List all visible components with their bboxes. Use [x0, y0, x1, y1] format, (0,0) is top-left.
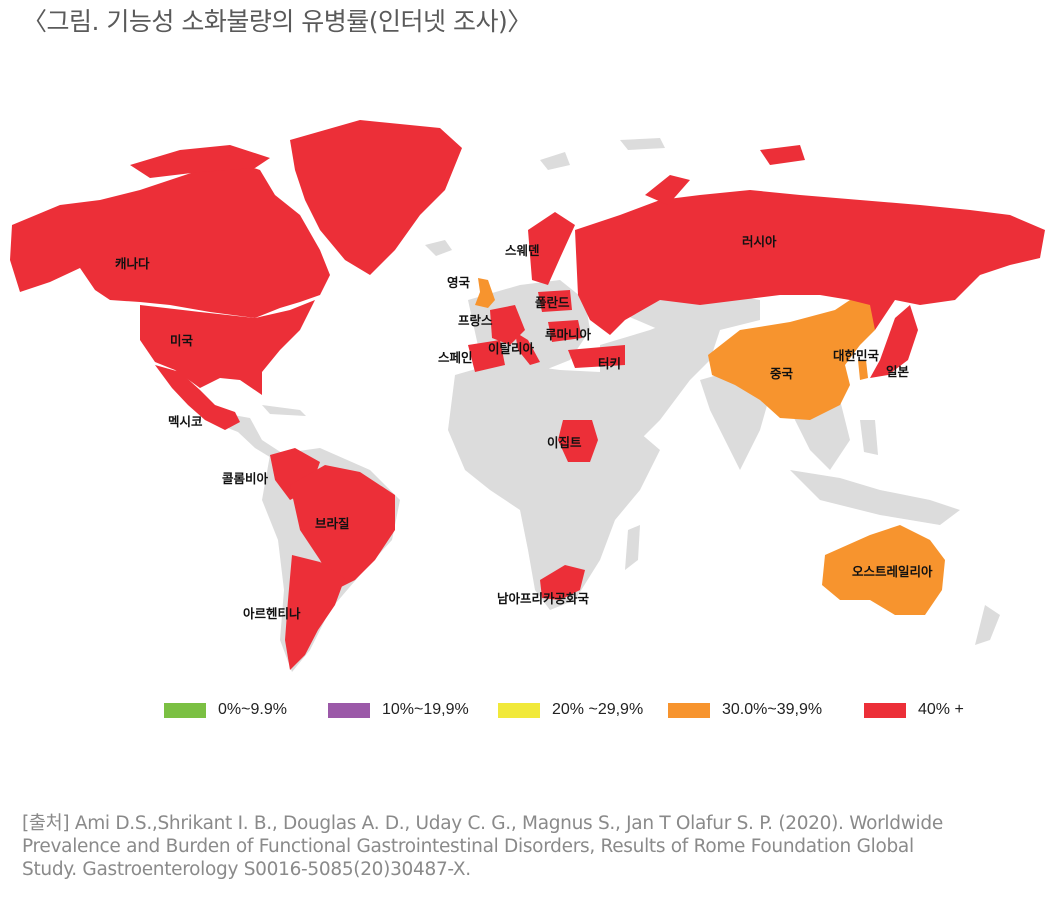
- legend-swatch-0-10: [164, 703, 206, 718]
- legend-label: 10%~19,9%: [382, 701, 469, 718]
- region-poland: [538, 290, 572, 312]
- label-russia: 러시아: [742, 234, 777, 249]
- region-russia-islands: [645, 175, 690, 205]
- region-romania: [548, 320, 582, 342]
- legend-label: 30.0%~39,9%: [722, 701, 823, 718]
- region-japan: [870, 305, 918, 378]
- label-egypt: 이집트: [547, 435, 582, 450]
- label-colombia: 콜롬비아: [222, 471, 269, 486]
- region-turkey: [568, 345, 625, 368]
- label-brazil: 브라질: [315, 516, 350, 531]
- legend-swatch-20-30: [498, 703, 540, 718]
- region-sweden: [528, 212, 575, 285]
- label-poland: 폴란드: [535, 295, 570, 310]
- legend-swatch-40-plus: [864, 703, 906, 718]
- legend-label: 20% ~29,9%: [552, 701, 644, 718]
- region-brazil: [290, 465, 395, 590]
- legend: 0%~9.9% 10%~19,9% 20% ~29,9% 30.0%~39,9%…: [0, 700, 1053, 722]
- legend-label: 40% +: [918, 701, 964, 718]
- region-argentina: [285, 555, 345, 670]
- region-china: [708, 300, 875, 420]
- label-argentina: 아르헨티나: [243, 606, 301, 621]
- world-map: 캐나다 미국 멕시코 콜롬비아 브라질 아르헨티나 영국 스웨덴 폴란드 프랑스…: [10, 120, 1045, 672]
- region-south-africa: [540, 565, 585, 600]
- region-greenland: [290, 120, 462, 275]
- label-mexico: 멕시코: [168, 414, 203, 429]
- label-uk: 영국: [447, 275, 471, 290]
- label-spain: 스페인: [438, 350, 473, 365]
- label-south-africa: 남아프리카공화국: [497, 591, 590, 606]
- source-line: Prevalence and Burden of Functional Gast…: [22, 836, 914, 857]
- label-romania: 루마니아: [545, 327, 592, 342]
- land-philippines: [860, 420, 878, 455]
- label-turkey: 터키: [598, 356, 621, 371]
- region-australia: [822, 525, 945, 615]
- legend-swatch-10-20: [328, 703, 370, 718]
- land-caribbean: [262, 405, 306, 416]
- land-arctic-islands: [620, 138, 665, 150]
- region-russia: [575, 190, 1045, 335]
- region-canada: [10, 160, 330, 318]
- region-korea: [858, 360, 868, 380]
- figure-title: 〈그림. 기능성 소화불량의 유병률(인터넷 조사)〉: [22, 7, 532, 36]
- region-russia-islands-2: [760, 145, 805, 165]
- land-new-zealand: [975, 605, 1000, 645]
- land-indonesia: [790, 470, 960, 525]
- region-egypt: [558, 420, 598, 462]
- land-iceland: [425, 240, 452, 256]
- region-usa: [140, 300, 315, 395]
- land-madagascar: [625, 525, 640, 570]
- region-mexico: [155, 365, 240, 430]
- land-svalbard: [540, 152, 570, 170]
- label-usa: 미국: [170, 333, 194, 348]
- label-france: 프랑스: [458, 313, 493, 328]
- region-spain: [468, 340, 505, 372]
- label-canada: 캐나다: [115, 256, 150, 271]
- land-middle-east: [600, 310, 720, 440]
- source-line: Study. Gastroenterology S0016-5085(20)30…: [22, 859, 471, 880]
- country-labels: 캐나다 미국 멕시코 콜롬비아 브라질 아르헨티나 영국 스웨덴 폴란드 프랑스…: [115, 234, 933, 621]
- source-citation: [출처] Ami D.S.,Shrikant I. B., Douglas A.…: [22, 812, 1042, 881]
- high-prevalence-regions: [10, 120, 1045, 670]
- legend-swatch-30-40: [668, 703, 710, 718]
- label-sweden: 스웨덴: [505, 243, 540, 258]
- label-china: 중국: [770, 366, 794, 381]
- label-japan: 일본: [886, 364, 910, 379]
- region-italy: [515, 332, 540, 365]
- label-korea: 대한민국: [833, 348, 880, 363]
- mid-prevalence-regions: [475, 278, 945, 615]
- legend-label: 0%~9.9%: [218, 701, 287, 718]
- label-australia: 오스트레일리아: [852, 564, 933, 579]
- source-line: [출처] Ami D.S.,Shrikant I. B., Douglas A.…: [22, 813, 943, 834]
- region-uk: [475, 278, 495, 308]
- label-italy: 이탈리아: [488, 341, 535, 356]
- region-canada-islands: [130, 145, 270, 178]
- land-africa: [448, 362, 660, 610]
